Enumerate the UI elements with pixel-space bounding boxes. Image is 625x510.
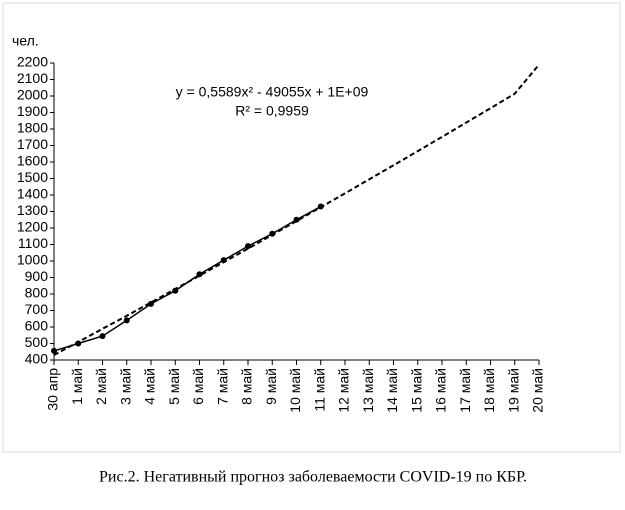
x-tick-label: 4 май — [142, 368, 158, 405]
x-tick-label: 14 май — [384, 368, 400, 413]
data-point — [123, 317, 130, 324]
y-tick-label: 2100 — [17, 70, 48, 86]
x-tick-label: 30 апр — [45, 368, 61, 411]
x-tick-label: 9 май — [263, 368, 279, 405]
y-tick-label: 900 — [25, 268, 49, 284]
y-tick-label: 700 — [25, 301, 49, 317]
data-point — [51, 347, 57, 354]
x-tick-label: 3 май — [117, 368, 133, 405]
data-line — [53, 205, 322, 352]
x-tick-label: 5 май — [166, 368, 182, 405]
y-tick-label: 1300 — [17, 202, 48, 218]
y-tick-label: 600 — [25, 318, 49, 334]
y-tick-label: 1500 — [17, 169, 48, 185]
x-tick-label: 19 май — [505, 368, 521, 413]
x-tick-label: 15 май — [408, 368, 424, 413]
x-tick-label: 12 май — [336, 368, 352, 413]
y-tick-label: 1700 — [17, 136, 48, 152]
data-point — [172, 287, 179, 294]
trend-line — [53, 64, 540, 356]
data-point — [75, 340, 82, 347]
trend-equation: y = 0,5589x² - 49055x + 1E+09 — [176, 84, 369, 100]
x-tick-label: 6 май — [190, 368, 206, 405]
y-tick-label: 2000 — [17, 87, 48, 103]
y-tick-label: 1100 — [18, 235, 48, 251]
y-tick-label: 800 — [25, 285, 49, 301]
x-tick-label: 2 май — [93, 368, 109, 405]
data-point — [196, 271, 203, 278]
data-point — [317, 203, 324, 210]
y-tick-label: 500 — [25, 334, 49, 350]
x-tick-label: 16 май — [433, 368, 449, 413]
data-point — [245, 243, 251, 250]
y-tick-label: 400 — [25, 351, 49, 367]
caption: Рис.2. Негативный прогноз заболеваемости… — [99, 469, 527, 486]
x-tick-label: 18 май — [481, 368, 497, 413]
y-tick-label: 1800 — [17, 120, 48, 136]
data-point — [269, 230, 276, 237]
x-tick-label: 13 май — [360, 368, 376, 413]
y-tick-label: 1000 — [17, 252, 48, 268]
x-tick-label: 17 май — [457, 368, 473, 413]
y-axis-label: чел. — [12, 33, 39, 49]
data-point — [99, 333, 106, 340]
x-tick-label: 10 май — [287, 368, 303, 413]
x-tick-label: 20 май — [530, 368, 546, 413]
r-squared: R² = 0,9959 — [235, 103, 309, 119]
data-point — [220, 257, 227, 264]
y-tick-label: 1600 — [17, 153, 48, 169]
chart-border — [2, 2, 621, 453]
y-tick-label: 2200 — [17, 54, 48, 70]
x-tick-label: 1 май — [69, 368, 85, 405]
x-tick-label: 11 май — [311, 368, 327, 412]
x-tick-label: 8 май — [239, 368, 255, 405]
y-tick-label: 1900 — [17, 103, 48, 119]
data-point — [148, 300, 154, 307]
y-tick-label: 1200 — [17, 219, 48, 235]
x-tick-label: 7 май — [214, 368, 230, 405]
y-tick-label: 1400 — [17, 186, 48, 202]
data-point — [293, 216, 300, 223]
